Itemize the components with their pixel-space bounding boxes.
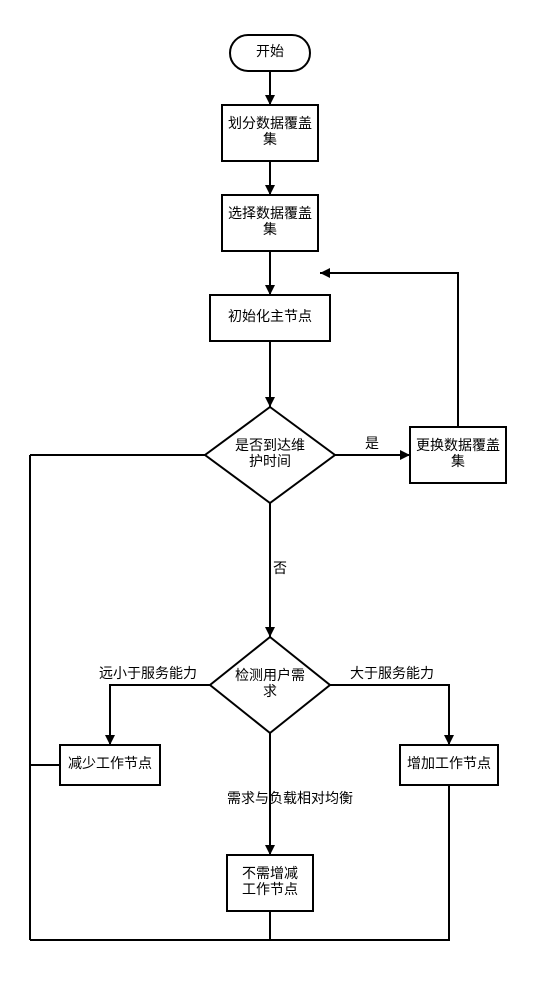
- edge-label: 需求与负载相对均衡: [227, 791, 353, 807]
- edge-label: 是: [365, 437, 379, 452]
- node-rect7-label: 工作节点: [242, 882, 298, 898]
- node-dia2-label: 检测用户需: [235, 667, 305, 684]
- node-rect3: 初始化主节点: [210, 295, 330, 341]
- edge-label: 大于服务能力: [350, 666, 434, 682]
- edge-rect7-rail: [30, 911, 270, 940]
- node-start: 开始: [230, 35, 310, 71]
- node-rect2-label: 集: [263, 221, 277, 238]
- node-rect7-label: 不需增减: [242, 866, 298, 882]
- edge-dia2-right-rect6: [330, 685, 449, 745]
- node-dia2-label: 求: [263, 684, 277, 700]
- edge-label: 否: [273, 562, 287, 577]
- flowchart-svg: 开始划分数据覆盖集选择数据覆盖集初始化主节点是否到达维护时间更换数据覆盖集检测用…: [0, 0, 538, 1000]
- node-start-label: 开始: [256, 44, 284, 60]
- node-rect6-label: 增加工作节点: [407, 756, 491, 772]
- node-rect5-label: 减少工作节点: [68, 756, 152, 772]
- node-rect4-label: 更换数据覆盖: [416, 437, 500, 454]
- node-rect2: 选择数据覆盖集: [222, 195, 318, 251]
- node-rect6: 增加工作节点: [400, 745, 498, 785]
- node-rect1: 划分数据覆盖集: [222, 105, 318, 161]
- node-rect1-label: 集: [263, 131, 277, 148]
- edge-dia2-left-rect5: [110, 685, 210, 745]
- node-dia1-label: 是否到达维: [235, 438, 305, 454]
- node-rect4-label: 集: [451, 453, 465, 470]
- node-rect3-label: 初始化主节点: [228, 308, 312, 325]
- node-dia1: 是否到达维护时间: [205, 407, 335, 503]
- node-rect1-label: 划分数据覆盖: [228, 116, 312, 132]
- edge-label: 远小于服务能力: [99, 666, 197, 682]
- node-rect7: 不需增减工作节点: [227, 855, 313, 911]
- node-rect2-label: 选择数据覆盖: [228, 206, 312, 222]
- node-rect4: 更换数据覆盖集: [410, 427, 506, 483]
- node-dia1-label: 护时间: [249, 454, 291, 470]
- edge-rect4-rect2-right: [320, 273, 458, 427]
- node-dia2: 检测用户需求: [210, 637, 330, 733]
- node-rect5: 减少工作节点: [60, 745, 160, 785]
